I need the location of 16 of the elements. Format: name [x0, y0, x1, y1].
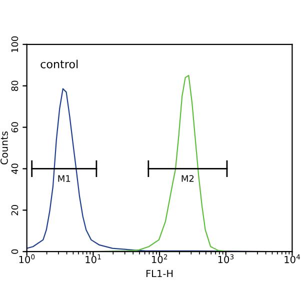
- series-label: M2: [182, 175, 194, 182]
- y-tick-label: 80: [11, 80, 18, 91]
- y-tick-label: 40: [11, 164, 18, 174]
- x-tick-label: 10$^{4}$: [284, 254, 300, 264]
- y-tick-label: 0: [11, 249, 18, 254]
- y-tick-label: 60: [11, 122, 18, 132]
- x-tick-label: 10$^{2}$: [152, 254, 168, 264]
- y-axis-title: Counts: [0, 132, 8, 164]
- x-tick-label: 10$^{3}$: [218, 254, 234, 264]
- x-tick-label: 10$^{0}$: [19, 254, 35, 264]
- x-tick-label: 10$^{1}$: [86, 254, 101, 264]
- series-label: M1: [58, 175, 70, 182]
- annotation: control: [40, 60, 78, 68]
- y-tick-label: 100: [11, 36, 18, 52]
- y-tick-label: 20: [11, 205, 18, 216]
- x-axis-title: FL1-H: [146, 270, 173, 278]
